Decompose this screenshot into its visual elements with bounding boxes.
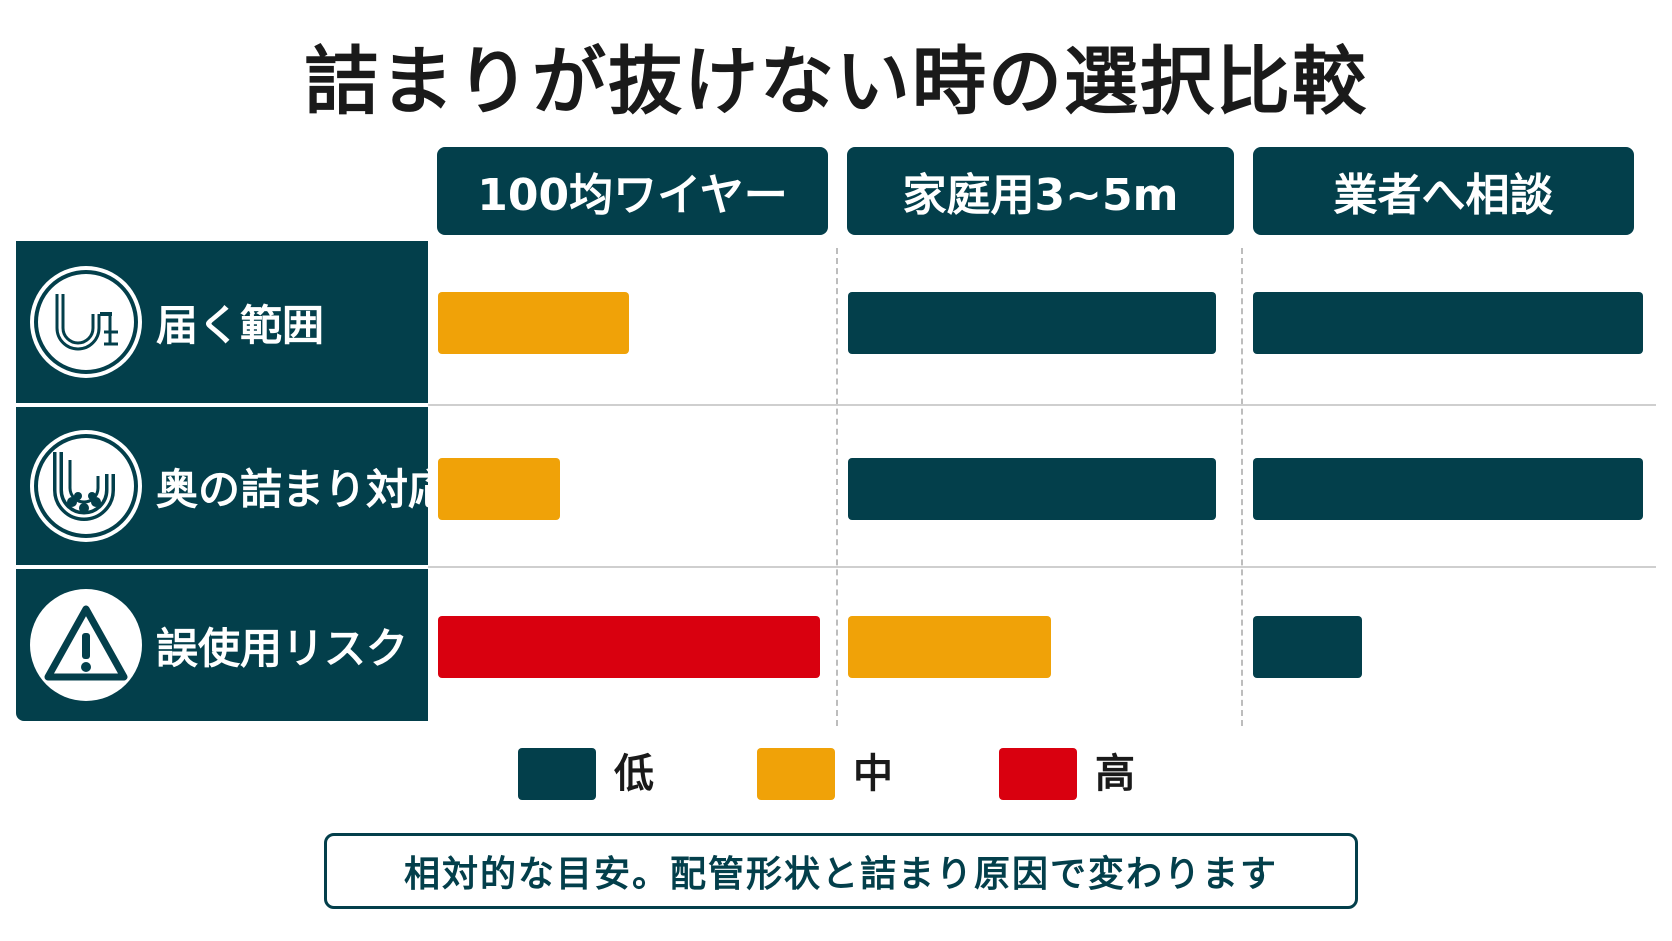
bar-deep-clog-col3	[1253, 458, 1643, 520]
row-label-reach: 届く範囲	[156, 300, 325, 350]
pipe-trap-wire-icon	[30, 266, 142, 378]
row-label-deep-clog: 奥の詰まり対応	[156, 464, 451, 514]
bar-deep-clog-col1	[438, 458, 560, 520]
column-header-household-3-5m: 家庭用3~5m	[847, 147, 1234, 235]
legend-swatch-high	[999, 748, 1077, 800]
row-divider	[428, 404, 1656, 406]
bar-reach-col3	[1253, 292, 1643, 354]
bar-reach-col1	[438, 292, 629, 354]
bar-misuse-risk-col3	[1253, 616, 1362, 678]
legend-label-mid: 中	[853, 751, 893, 797]
row-divider	[428, 566, 1656, 568]
row-label-misuse-risk: 誤使用リスク	[156, 623, 409, 673]
footnote-box: 相対的な目安。配管形状と詰まり原因で変わります	[324, 833, 1358, 909]
row-header-deep-clog: 奥の詰まり対応	[16, 407, 450, 565]
legend-swatch-mid	[757, 748, 835, 800]
bar-misuse-risk-col2	[848, 616, 1051, 678]
row-header-misuse-risk: 誤使用リスク	[16, 569, 428, 721]
column-divider	[1241, 248, 1243, 726]
column-divider	[836, 248, 838, 726]
column-header-100yen-wire: 100均ワイヤー	[437, 147, 828, 235]
bar-reach-col2	[848, 292, 1216, 354]
bar-deep-clog-col2	[848, 458, 1216, 520]
clogged-pipe-icon	[30, 430, 142, 542]
chart-title: 詰まりが抜けない時の選択比較	[304, 39, 1368, 125]
column-header-professional: 業者へ相談	[1253, 147, 1634, 235]
footnote-text: 相対的な目安。配管形状と詰まり原因で変わります	[403, 854, 1278, 895]
legend-label-low: 低	[614, 751, 654, 797]
row-header-reach: 届く範囲	[16, 241, 428, 403]
legend-swatch-low	[518, 748, 596, 800]
legend-label-high: 高	[1095, 751, 1135, 797]
bar-misuse-risk-col1	[438, 616, 820, 678]
warning-icon	[30, 589, 142, 701]
